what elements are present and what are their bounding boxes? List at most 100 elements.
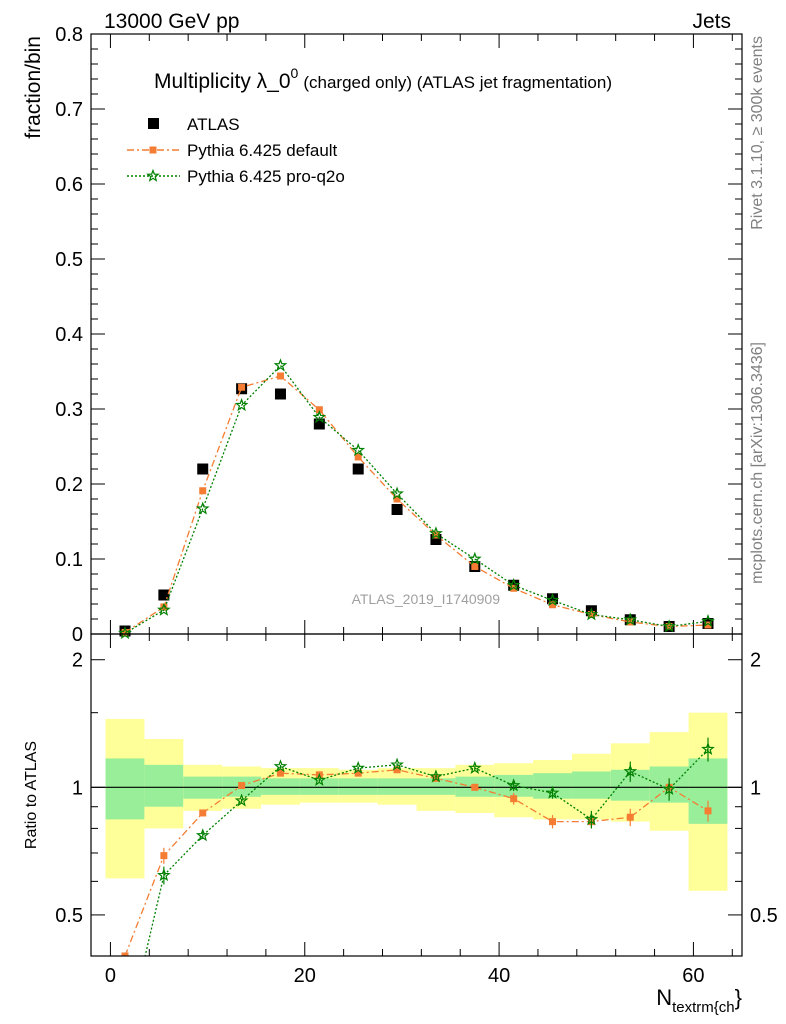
chart-title-superscript: 0 [291,65,299,81]
legend-atlas-label: ATLAS [187,115,240,134]
data-point-atlas [197,463,209,475]
ratio-axes: 0.5 0.51 12 20 20 40 60 [55,634,778,987]
data-point-default [276,372,284,380]
data-point-proq2o [467,551,482,565]
x-axis-label-end: } [735,985,742,1010]
main-series-layer [118,358,715,640]
x-tick-label: 40 [488,965,510,987]
data-point-default [432,531,440,539]
uncertainty-band-inner [571,771,611,799]
ratio-point-default [393,766,401,774]
main-y-tick-label: 0.4 [55,324,83,346]
ratio-point-default [121,952,129,956]
uncertainty-band-inner [144,764,184,807]
x-axis-label-main: N [656,985,672,1010]
ratio-point-default [471,783,479,791]
ratio-series-layer [121,737,715,956]
ratio-panel: 0.5 0.51 12 20 20 40 60 Ratio to ATLAS Ntextrm… [23,633,778,1016]
main-y-tick-label: 0.2 [55,474,83,496]
data-point-atlas [430,534,442,545]
data-point-proq2o [157,602,171,616]
ratio-y-axis-label: Ratio to ATLAS [23,741,40,849]
ratio-point-default [160,852,168,860]
uncertainty-band-inner [261,778,300,795]
ratio-y-tick-label-right: 2 [750,650,761,672]
data-point-atlas [391,504,403,515]
chart-title: Multiplicity λ_00 (charged only) (ATLAS j… [154,65,612,93]
ratio-point-proq2o [234,793,249,807]
data-point-default [587,611,595,618]
ratio-y-tick-label: 2 [72,650,83,672]
ratio-point-proq2o [701,742,715,756]
data-point-atlas [158,589,170,601]
legend-default-marker [149,146,157,154]
x-tick-label: 60 [682,965,704,987]
main-y-tick-label: 0.7 [55,99,83,121]
ratio-point-proq2o [662,781,676,796]
series-line-default [124,375,709,634]
main-y-axis: 0 0.1 0.2 0.3 0.4 0.5 0.6 0.7 0.8 [55,24,742,646]
series-line-proq2o [124,364,709,634]
series-proq2o [118,358,715,640]
ratio-point-proq2o [545,785,560,799]
mcplots-label: mcplots.cern.ch [arXiv:1306.3436] [749,342,766,584]
ratio-point-proq2o [312,772,327,786]
data-point-default [549,601,557,609]
ratio-y-tick-label-right: 1 [750,777,761,799]
ratio-point-default [704,807,712,815]
legend: ATLAS Pythia 6.425 default Pythia 6.425 … [127,115,345,186]
ratio-point-proq2o [390,757,404,771]
main-y-tick-label: 0.5 [55,249,83,271]
ratio-y-tick-label: 0.5 [55,905,83,927]
analysis-watermark: ATLAS_2019_I1740909 [352,591,501,607]
data-point-atlas [352,463,364,475]
data-point-proq2o [584,607,599,621]
data-point-proq2o [429,526,443,540]
data-point-default [160,603,168,611]
ratio-point-proq2o [506,778,521,792]
ratio-point-default [238,781,246,789]
data-point-proq2o [234,398,249,412]
uncertainty-band-inner [105,758,145,820]
ratio-point-default [276,769,284,777]
data-point-proq2o [351,443,366,457]
data-point-proq2o [390,486,404,500]
ratio-point-proq2o [351,760,366,774]
data-point-default [354,453,362,461]
legend-atlas-marker [148,118,159,129]
main-y-axis-label: fraction/bin [22,36,45,139]
rivet-version-label: Rivet 3.1.10, ≥ 300k events [749,36,766,230]
data-point-atlas [585,605,597,617]
data-point-default [315,406,323,414]
ratio-series-proq2o [144,737,715,956]
data-point-default [199,487,207,495]
data-point-proq2o [623,612,638,626]
x-tick-label: 20 [294,965,316,987]
main-y-tick-label: 0.6 [55,174,83,196]
uncertainty-band-inner [416,778,456,795]
chart-title-main: Multiplicity λ_0 [154,70,291,93]
data-point-proq2o [662,619,676,633]
legend-proq2o-marker [146,168,160,182]
header-energy-label: 13000 GeV pp [104,10,239,33]
data-point-default [121,629,129,636]
uncertainty-band-inner [377,778,417,795]
ratio-point-default [199,809,207,817]
data-point-proq2o [195,501,210,515]
data-point-default [393,495,401,503]
ratio-point-proq2o [157,868,171,882]
ratio-point-proq2o [467,760,482,774]
x-tick-label: 0 [105,965,116,987]
data-point-atlas [274,388,286,400]
header-jets-label: Jets [692,10,731,33]
ratio-point-proq2o [584,812,599,826]
data-point-atlas [547,593,559,605]
main-panel: 0 0.1 0.2 0.3 0.4 0.5 0.6 0.7 0.8 fraction/bin M… [22,24,743,646]
uncertainty-band-inner [338,778,378,795]
data-point-default [704,621,712,629]
ratio-point-proq2o [623,764,638,778]
legend-proq2o-label: Pythia 6.425 pro-q2o [187,167,345,186]
data-point-proq2o [545,593,560,607]
main-y-tick-label: 0.1 [55,549,83,571]
ratio-point-default [549,818,557,826]
